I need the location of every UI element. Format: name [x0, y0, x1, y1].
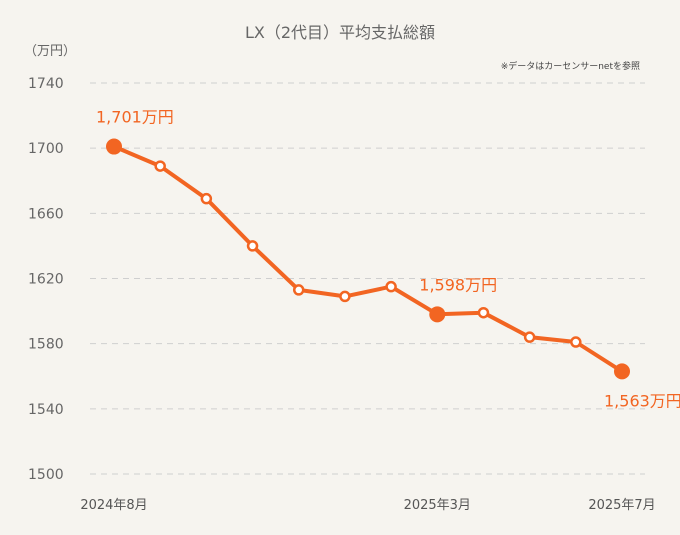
- y-axis-ticks: 1740 1700 1660 1620 1580 1540 1500: [28, 76, 64, 483]
- y-axis-unit-label: （万円）: [24, 44, 76, 59]
- data-point: [477, 306, 490, 319]
- x-tick-label: 2025年7月: [588, 498, 655, 513]
- data-point: [339, 290, 351, 303]
- data-points: [106, 138, 630, 380]
- x-axis-ticks: 2024年8月 2025年3月 2025年7月: [80, 498, 655, 513]
- data-label: 1,598万円: [419, 275, 497, 294]
- data-point: [385, 280, 397, 293]
- y-tick-label: 1540: [28, 402, 64, 418]
- highlight-point: [429, 306, 446, 323]
- data-point: [292, 284, 305, 296]
- x-tick-label: 2024年8月: [80, 498, 147, 513]
- y-tick-label: 1580: [28, 337, 64, 353]
- y-tick-label: 1500: [28, 467, 64, 483]
- chart-title: LX（2代目）平均支払総額: [245, 23, 435, 42]
- data-label: 1,701万円: [96, 108, 174, 127]
- data-label: 1,563万円: [604, 391, 680, 410]
- y-tick-label: 1620: [28, 272, 64, 288]
- y-tick-label: 1740: [28, 76, 64, 92]
- data-point: [200, 192, 213, 205]
- highlight-point: [106, 138, 122, 155]
- y-tick-label: 1700: [28, 141, 64, 157]
- data-labels: 1,701万円 1,598万円 1,563万円: [96, 108, 680, 411]
- x-tick-label: 2025年3月: [404, 498, 471, 513]
- source-note: ※データはカーセンサーnetを参照: [501, 60, 640, 72]
- gridlines: [90, 82, 645, 475]
- highlight-point: [614, 363, 630, 380]
- data-point: [154, 160, 166, 172]
- series-polyline: [112, 144, 624, 374]
- y-tick-label: 1660: [28, 206, 64, 222]
- data-point: [246, 240, 259, 252]
- series-line: [112, 144, 624, 374]
- data-point: [523, 331, 536, 343]
- data-point: [570, 336, 582, 348]
